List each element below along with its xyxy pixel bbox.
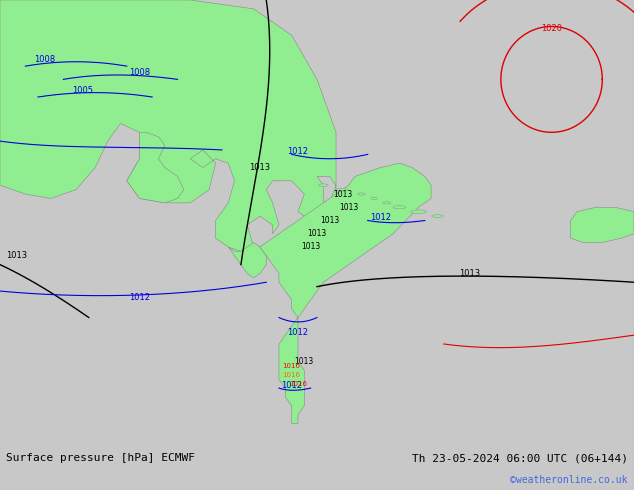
Text: 1013: 1013	[458, 269, 480, 278]
Ellipse shape	[393, 206, 406, 209]
Text: 1013: 1013	[295, 357, 314, 366]
Text: 1013: 1013	[333, 190, 352, 198]
Polygon shape	[127, 132, 184, 203]
Text: Th 23-05-2024 06:00 UTC (06+144): Th 23-05-2024 06:00 UTC (06+144)	[411, 453, 628, 463]
Text: 1008: 1008	[129, 68, 150, 77]
Text: 1013: 1013	[301, 243, 320, 251]
Text: 1013: 1013	[249, 163, 271, 172]
Text: 1012: 1012	[370, 214, 391, 222]
Text: Surface pressure [hPa] ECMWF: Surface pressure [hPa] ECMWF	[6, 453, 195, 463]
Text: 1005: 1005	[72, 86, 93, 95]
Text: ©weatheronline.co.uk: ©weatheronline.co.uk	[510, 475, 628, 485]
Text: 1012: 1012	[281, 381, 302, 390]
Polygon shape	[0, 0, 336, 251]
Text: 1016: 1016	[289, 381, 307, 387]
Text: 1013: 1013	[339, 203, 358, 212]
Text: 1013: 1013	[6, 251, 27, 260]
Text: 1013: 1013	[307, 229, 327, 238]
Polygon shape	[260, 163, 431, 423]
Text: 1016: 1016	[283, 372, 301, 378]
Text: 1012: 1012	[287, 147, 309, 156]
Text: 1020: 1020	[541, 24, 562, 33]
Polygon shape	[571, 207, 634, 243]
Text: 1012: 1012	[287, 328, 309, 337]
Text: 1016: 1016	[283, 363, 301, 369]
Text: 1013: 1013	[320, 216, 339, 225]
Ellipse shape	[383, 202, 391, 204]
Text: 1012: 1012	[129, 293, 150, 302]
Ellipse shape	[371, 197, 377, 199]
Ellipse shape	[411, 210, 426, 214]
Polygon shape	[228, 243, 266, 278]
Ellipse shape	[358, 193, 365, 195]
Ellipse shape	[319, 184, 328, 187]
Ellipse shape	[432, 215, 443, 218]
Ellipse shape	[337, 188, 348, 191]
Text: 1008: 1008	[34, 55, 55, 64]
